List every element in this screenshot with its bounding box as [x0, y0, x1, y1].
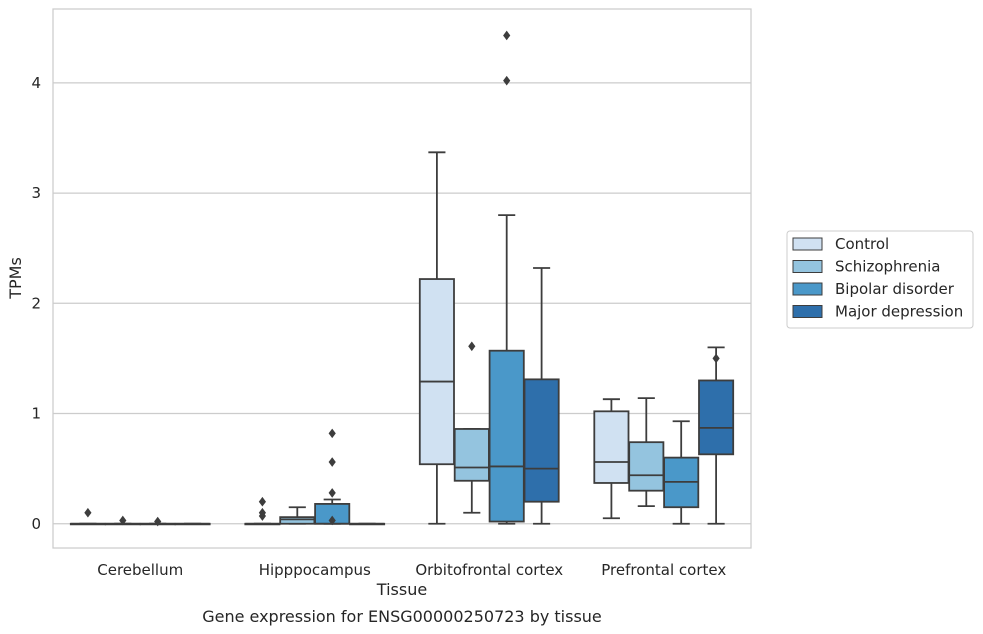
legend-swatch	[792, 282, 823, 296]
box-0-3	[593, 398, 630, 520]
box-0-2	[418, 151, 455, 525]
outlier-point	[468, 341, 476, 352]
legend-frame	[786, 230, 974, 329]
outlier-point	[712, 353, 720, 364]
box-body	[279, 516, 316, 525]
box-3-0	[174, 522, 211, 526]
outlier-point	[328, 488, 336, 498]
x-tick-label: Prefrontal cortex	[601, 561, 726, 579]
outlier-point	[503, 30, 511, 41]
y-tick-labels: 0 1 2 3 4	[31, 74, 41, 533]
box-body	[418, 278, 455, 466]
box-1-2	[453, 341, 490, 514]
box-body	[488, 349, 525, 523]
outlier-point	[503, 75, 511, 86]
box-2-2	[488, 30, 525, 525]
outlier-point	[328, 457, 336, 467]
boxes	[69, 30, 735, 527]
box-body	[523, 378, 560, 503]
legend-label: Control	[835, 235, 889, 253]
box-1-3	[628, 397, 665, 508]
box-3-1	[349, 522, 386, 526]
outlier-point	[119, 515, 127, 526]
y-tick-label: 4	[31, 74, 41, 92]
outlier-point	[84, 507, 92, 518]
box-3-2	[523, 267, 560, 525]
legend-label: Schizophrenia	[835, 258, 940, 276]
outlier-point	[328, 428, 336, 439]
box-body	[628, 441, 665, 492]
outlier-point	[258, 507, 266, 518]
legend-swatch	[792, 237, 823, 251]
legend-swatch	[792, 305, 823, 318]
legend-label: Major depression	[835, 303, 963, 321]
y-tick-label: 1	[31, 405, 41, 423]
y-tick-label: 0	[31, 515, 41, 533]
x-tick-label: Cerebellum	[97, 561, 183, 579]
legend-label: Bipolar disorder	[835, 280, 955, 298]
box-body	[698, 379, 735, 456]
plot-frame	[52, 8, 752, 549]
y-axis-label: TPMs	[6, 257, 25, 300]
box-2-3	[663, 420, 700, 525]
box-body	[453, 428, 490, 482]
box-0-0	[69, 507, 106, 526]
x-tick-label: Hipppocampus	[259, 561, 371, 579]
outlier-point	[258, 496, 266, 507]
x-tick-label: Orbitofrontal cortex	[415, 561, 563, 579]
box-3-3	[698, 346, 735, 525]
y-tick-label: 3	[31, 184, 41, 202]
x-axis-label: Tissue	[376, 580, 427, 599]
box-body	[593, 410, 630, 484]
outlier-point	[154, 516, 162, 527]
legend-swatch	[792, 260, 823, 273]
outlier-point	[328, 515, 336, 526]
legend: Control Schizophrenia Bipolar disorder Majo…	[786, 230, 974, 329]
chart-caption: Gene expression for ENSG00000250723 by t…	[202, 607, 602, 626]
box-2-1	[314, 428, 351, 526]
y-tick-label: 2	[31, 294, 41, 312]
x-tick-labels: Cerebellum Hipppocampus Orbitofrontal cort…	[97, 561, 726, 579]
